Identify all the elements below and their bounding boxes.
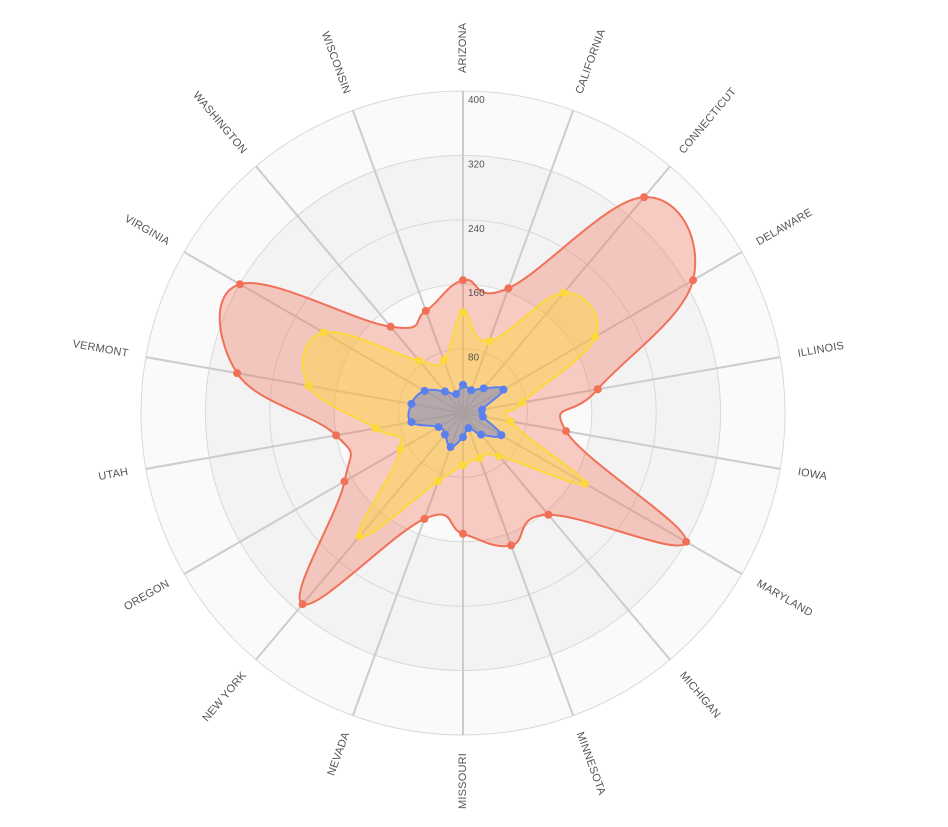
category-label: ARIZONA [457,22,469,73]
series-point[interactable] [439,356,448,365]
grid-spoke [462,412,575,716]
grid-spoke [462,110,575,414]
category-label: WASHINGTON [190,90,249,157]
radial-tick-label: 80 [468,353,480,364]
series-2 [301,288,600,541]
series-point[interactable] [497,431,506,440]
series-point[interactable] [371,424,380,433]
radial-tick-label: 400 [468,95,485,106]
series-point[interactable] [495,452,504,461]
series-point[interactable] [420,386,429,395]
category-label: IOWA [797,466,829,483]
category-label: MINNESOTA [574,730,608,797]
series-point[interactable] [396,445,405,454]
series-area [218,196,697,606]
series-point[interactable] [477,430,486,439]
series-point[interactable] [235,280,244,289]
category-label: WISCONSIN [319,30,353,96]
category-label: UTAH [98,466,130,483]
series-point[interactable] [475,454,484,463]
series-point[interactable] [459,529,467,538]
series-point[interactable] [459,433,467,442]
radial-tick-labels: 80 160 240 320 400 [468,95,485,364]
series-point[interactable] [518,398,527,407]
category-label: NEW YORK [200,669,249,724]
series-point[interactable] [581,479,589,488]
grid-spoke [351,412,464,716]
series-point[interactable] [478,405,487,414]
series-point[interactable] [407,418,416,427]
series-point[interactable] [544,510,553,519]
grid-spoke [462,412,781,470]
series-point[interactable] [459,461,467,470]
series-point[interactable] [499,385,508,394]
category-label: OREGON [122,578,171,613]
series-3 [407,380,508,452]
grid-spoke [462,412,743,575]
series-point[interactable] [479,384,488,393]
series-point[interactable] [421,306,430,315]
series-point[interactable] [593,385,602,394]
grid-spoke [255,165,464,414]
series-point[interactable] [440,387,449,396]
series-point[interactable] [506,417,515,426]
series-point[interactable] [459,380,467,389]
series-point[interactable] [340,477,349,486]
category-label: NEVADA [325,730,352,777]
category-label: ILLINOIS [797,340,845,360]
category-label: VIRGINIA [122,213,172,249]
series-point[interactable] [682,537,691,546]
series-point[interactable] [507,541,516,550]
series-point[interactable] [407,399,416,408]
category-label: MISSOURI [457,753,469,809]
series-point[interactable] [591,332,600,341]
radial-tick-label: 320 [468,159,485,170]
series-point[interactable] [562,427,571,436]
grid-spoke [462,165,671,414]
series-point[interactable] [459,276,467,285]
series-point[interactable] [459,308,467,317]
category-label: CONNECTICUT [677,86,739,157]
series-point[interactable] [415,356,424,365]
series-point[interactable] [478,412,487,421]
radial-tick-label: 160 [468,288,485,299]
series-point[interactable] [440,430,449,439]
category-label: CALIFORNIA [574,27,609,95]
series-point[interactable] [640,193,649,202]
series-point[interactable] [559,288,568,297]
series-point[interactable] [304,381,313,390]
series-point[interactable] [504,284,513,293]
category-label: MARYLAND [754,578,814,620]
grid-spoke [462,356,781,414]
series-layer [218,193,698,609]
series-point[interactable] [233,369,242,378]
grid-spoke [183,412,464,575]
series-point[interactable] [298,600,307,609]
series-point[interactable] [332,431,341,440]
category-label: VERMONT [72,338,130,360]
series-point[interactable] [386,322,395,331]
radial-tick-label: 240 [468,224,485,235]
series-point[interactable] [464,424,473,433]
series-point[interactable] [434,423,443,432]
category-label: DELAWARE [754,206,814,248]
series-point[interactable] [485,337,494,346]
series-point[interactable] [319,328,328,337]
series-point[interactable] [355,532,364,541]
category-label: MICHIGAN [677,670,723,721]
series-point[interactable] [434,477,443,486]
series-point[interactable] [446,443,455,452]
series-point[interactable] [420,514,429,523]
series-point[interactable] [689,276,698,285]
series-point[interactable] [467,386,476,395]
series-1 [218,193,698,609]
series-point[interactable] [452,390,461,399]
